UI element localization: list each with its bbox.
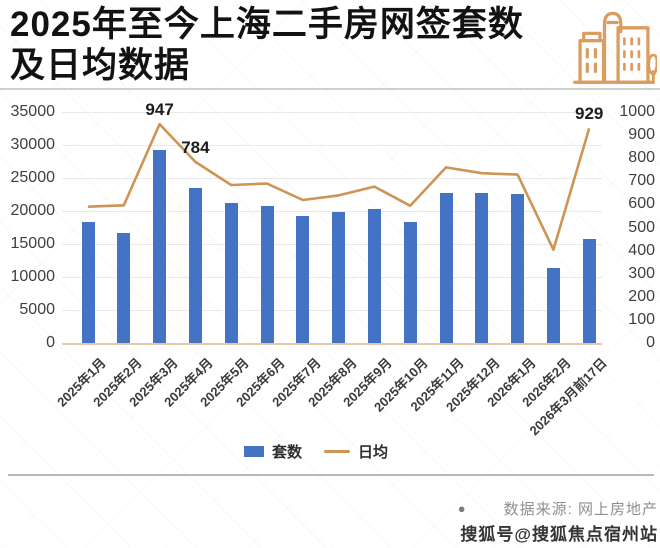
bar-2025年2月: [117, 232, 131, 343]
left-tick-30000: 30000: [10, 136, 56, 153]
bar-2025年11月: [439, 192, 453, 343]
bar-series-label: 套数: [271, 444, 302, 461]
point-label-947: 947: [145, 100, 174, 120]
gridline: [62, 277, 602, 278]
plot-area: [62, 112, 602, 345]
bar-2025年12月: [475, 192, 489, 343]
point-label-784: 784: [181, 137, 210, 157]
point-label-929: 929: [575, 104, 604, 124]
gridline: [62, 211, 602, 212]
left-tick-35000: 35000: [10, 103, 56, 120]
left-tick-5000: 5000: [19, 301, 55, 318]
source-row: ● 数据来源: 网上房地产: [458, 498, 658, 519]
gridline: [62, 244, 602, 245]
bullet-dot-icon: ●: [457, 501, 466, 516]
left-tick-20000: 20000: [10, 202, 56, 219]
buildings-icon: [572, 11, 657, 84]
data-source-text: 数据来源: 网上房地产: [503, 501, 658, 518]
right-tick-700: 700: [628, 172, 655, 190]
page-title-line1: 2025年至今上海二手房网签套数: [10, 5, 524, 44]
right-tick-500: 500: [628, 218, 655, 236]
right-tick-600: 600: [628, 195, 655, 213]
gridline: [62, 145, 602, 146]
bar-series-swatch: [243, 446, 264, 457]
bar-2026年2月: [546, 268, 560, 343]
bar-2025年6月: [260, 206, 274, 343]
line-series-swatch: [324, 450, 350, 453]
right-tick-100: 100: [628, 310, 655, 328]
right-tick-900: 900: [628, 126, 655, 144]
left-tick-25000: 25000: [10, 169, 56, 186]
page-title-line2: 及日均数据: [10, 46, 191, 85]
combo-chart: 0 5000 10000 15000 20000 25000 30000 35000 0 100…: [10, 100, 656, 438]
bar-2026年1月: [511, 193, 525, 343]
source-footer: ● 数据来源: 网上房地产 搜狐号@搜狐焦点宿州站: [458, 498, 658, 545]
right-tick-200: 200: [628, 287, 655, 305]
daily-average-line: [87, 122, 591, 251]
chart-legend: 套数 日均: [0, 441, 632, 462]
right-tick-800: 800: [628, 149, 655, 167]
right-tick-0: 0: [646, 334, 655, 351]
right-tick-1000: 1000: [619, 103, 655, 120]
right-tick-300: 300: [628, 264, 655, 282]
line-series-label: 日均: [358, 444, 389, 461]
gridline: [62, 178, 602, 179]
bar-2025年5月: [224, 203, 238, 343]
sohu-account-text: 搜狐号@搜狐焦点宿州站: [460, 525, 658, 544]
footer-divider: [8, 474, 654, 476]
title-divider: [0, 88, 660, 90]
bar-2025年10月: [403, 221, 417, 343]
bar-2025年8月: [332, 212, 346, 343]
bar-2025年4月: [188, 187, 202, 343]
gridline: [62, 112, 602, 113]
chart-header: 2025年至今上海二手房网签套数 及日均数据: [10, 4, 524, 86]
bar-2026年3月前17日: [582, 238, 596, 343]
right-tick-400: 400: [628, 241, 655, 259]
bar-2025年3月: [153, 149, 167, 343]
gridline: [62, 310, 602, 311]
bar-2025年7月: [296, 216, 310, 343]
bar-2025年9月: [367, 209, 381, 343]
left-tick-10000: 10000: [10, 268, 56, 285]
left-tick-15000: 15000: [10, 235, 56, 252]
bar-2025年1月: [81, 222, 95, 343]
left-tick-0: 0: [46, 334, 55, 351]
